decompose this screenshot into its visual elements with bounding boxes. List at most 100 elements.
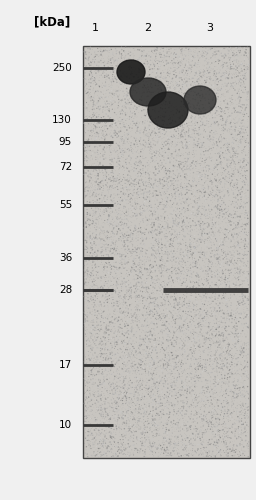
- Point: [155, 386, 159, 394]
- Point: [103, 154, 108, 162]
- Point: [211, 377, 216, 385]
- Point: [97, 141, 101, 149]
- Point: [221, 149, 225, 157]
- Point: [128, 50, 132, 58]
- Point: [104, 434, 109, 442]
- Point: [246, 422, 250, 430]
- Point: [144, 199, 148, 207]
- Point: [180, 308, 184, 316]
- Point: [130, 265, 134, 273]
- Point: [84, 414, 88, 422]
- Point: [177, 328, 181, 336]
- Point: [84, 380, 88, 388]
- Point: [127, 172, 131, 179]
- Point: [211, 82, 215, 90]
- Point: [82, 400, 86, 407]
- Point: [139, 273, 143, 281]
- Point: [91, 391, 95, 399]
- Point: [119, 184, 123, 192]
- Point: [92, 240, 96, 248]
- Point: [157, 442, 161, 450]
- Point: [186, 384, 190, 392]
- Point: [156, 432, 161, 440]
- Point: [207, 420, 211, 428]
- Point: [220, 273, 224, 281]
- Point: [159, 44, 164, 52]
- Point: [208, 300, 212, 308]
- Point: [208, 214, 212, 222]
- Point: [94, 200, 98, 208]
- Point: [247, 413, 251, 421]
- Point: [240, 436, 244, 444]
- Point: [121, 412, 125, 420]
- Point: [162, 176, 166, 184]
- Point: [89, 364, 93, 372]
- Point: [165, 174, 169, 182]
- Point: [92, 380, 96, 388]
- Point: [192, 52, 196, 60]
- Point: [91, 44, 95, 52]
- Point: [117, 354, 121, 362]
- Point: [215, 282, 219, 290]
- Point: [89, 396, 93, 404]
- Point: [223, 93, 227, 101]
- Point: [92, 105, 96, 113]
- Point: [156, 376, 160, 384]
- Point: [203, 194, 207, 202]
- Point: [97, 240, 101, 248]
- Point: [138, 445, 143, 453]
- Point: [245, 96, 249, 104]
- Point: [239, 103, 243, 111]
- Point: [153, 88, 157, 96]
- Point: [186, 227, 190, 235]
- Point: [219, 235, 223, 243]
- Point: [127, 177, 131, 185]
- Point: [243, 296, 248, 304]
- Point: [113, 268, 117, 276]
- Point: [217, 304, 221, 312]
- Point: [240, 414, 244, 422]
- Point: [237, 370, 241, 378]
- Point: [118, 308, 122, 316]
- Point: [121, 450, 125, 458]
- Point: [125, 164, 129, 172]
- Point: [97, 184, 101, 192]
- Point: [129, 238, 133, 246]
- Point: [169, 93, 173, 101]
- Point: [149, 204, 153, 212]
- Point: [239, 106, 243, 114]
- Point: [132, 88, 136, 96]
- Point: [171, 446, 175, 454]
- Point: [163, 204, 167, 212]
- Point: [83, 69, 87, 77]
- Point: [166, 266, 170, 274]
- Point: [180, 80, 184, 88]
- Point: [186, 258, 190, 266]
- Point: [181, 110, 185, 118]
- Point: [96, 382, 100, 390]
- Point: [246, 382, 250, 390]
- Point: [200, 94, 205, 102]
- Point: [104, 234, 108, 242]
- Point: [236, 186, 240, 194]
- Point: [158, 293, 162, 301]
- Point: [83, 128, 87, 136]
- Point: [94, 290, 98, 298]
- Point: [117, 214, 121, 222]
- Point: [202, 106, 206, 114]
- Point: [206, 328, 210, 336]
- Point: [130, 282, 134, 290]
- Point: [138, 158, 142, 166]
- Point: [86, 398, 90, 406]
- Point: [150, 412, 154, 420]
- Point: [111, 404, 115, 411]
- Point: [144, 246, 148, 254]
- Point: [124, 406, 128, 413]
- Point: [119, 443, 123, 451]
- Point: [90, 430, 94, 438]
- Point: [156, 66, 160, 74]
- Point: [202, 62, 206, 70]
- Point: [123, 294, 127, 302]
- Point: [91, 217, 95, 225]
- Point: [92, 281, 96, 289]
